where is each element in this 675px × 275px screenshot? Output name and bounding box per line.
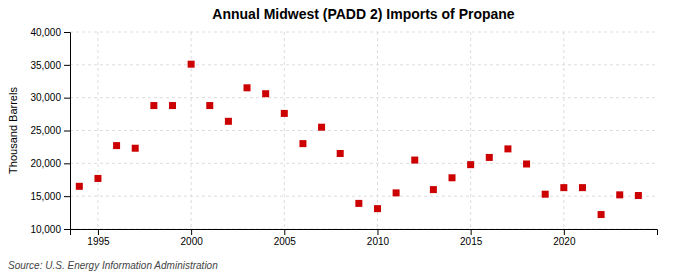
tick-label: 10,000 bbox=[30, 224, 61, 235]
point bbox=[635, 192, 642, 199]
title: Annual Midwest (PADD 2) Imports of Propa… bbox=[212, 6, 515, 22]
point bbox=[486, 154, 493, 161]
grid-line bbox=[563, 32, 564, 229]
grid-line bbox=[284, 32, 285, 229]
tick-mark bbox=[191, 229, 192, 235]
tick-label: 35,000 bbox=[30, 60, 61, 71]
grid-line bbox=[377, 32, 378, 229]
grid-line bbox=[70, 130, 657, 131]
source-note: Source: U.S. Energy Information Administ… bbox=[8, 260, 218, 271]
tick-label: 2015 bbox=[460, 236, 483, 247]
tick-label: 40,000 bbox=[30, 27, 61, 38]
grid-line bbox=[470, 32, 471, 229]
grid-line bbox=[70, 163, 657, 164]
point bbox=[449, 174, 456, 181]
point bbox=[467, 161, 474, 168]
tick-mark bbox=[64, 131, 70, 132]
tick-mark bbox=[564, 229, 565, 235]
points bbox=[76, 61, 642, 218]
point bbox=[113, 142, 120, 149]
point bbox=[225, 118, 232, 125]
tick: 2015 bbox=[460, 229, 483, 247]
grid-line bbox=[70, 64, 657, 65]
chart: 1995 2000 2005 2010 2015 2020 10,000 15,000 20,0… bbox=[0, 0, 675, 275]
point bbox=[206, 102, 213, 109]
tick-mark bbox=[64, 163, 70, 164]
point bbox=[560, 184, 567, 191]
point bbox=[579, 184, 586, 191]
point bbox=[281, 110, 288, 117]
tick: 1995 bbox=[87, 229, 110, 247]
point bbox=[542, 191, 549, 198]
tick-mark bbox=[64, 32, 70, 33]
point bbox=[94, 175, 101, 182]
point bbox=[374, 205, 381, 212]
tick: 2010 bbox=[367, 229, 390, 247]
tick: 2020 bbox=[553, 229, 576, 247]
tick-label: 25,000 bbox=[30, 125, 61, 136]
axis-line bbox=[71, 230, 658, 236]
tick-label: 1995 bbox=[87, 236, 110, 247]
tick-label: 30,000 bbox=[30, 92, 61, 103]
point bbox=[169, 102, 176, 109]
y-axis: 10,000 15,000 20,000 25,000 30,000 35,000 40,0… bbox=[30, 27, 70, 235]
tick-mark bbox=[98, 229, 99, 235]
tick: 2005 bbox=[274, 229, 297, 247]
point bbox=[355, 200, 362, 207]
point bbox=[523, 160, 530, 167]
tick: 2000 bbox=[181, 229, 204, 247]
point bbox=[598, 211, 605, 218]
tick-label: 2010 bbox=[367, 236, 390, 247]
tick-label: 2000 bbox=[181, 236, 204, 247]
tick-mark bbox=[64, 229, 70, 230]
grid-line bbox=[70, 97, 657, 98]
grid-line bbox=[70, 196, 657, 197]
plot-area: 1995 2000 2005 2010 2015 2020 10,000 15,000 20,0… bbox=[30, 27, 657, 247]
grid-line bbox=[97, 32, 98, 229]
point bbox=[299, 140, 306, 147]
tick-label: 2020 bbox=[553, 236, 576, 247]
tick: 25,000 bbox=[30, 125, 70, 136]
point bbox=[393, 189, 400, 196]
tick-mark bbox=[64, 65, 70, 66]
point bbox=[188, 61, 195, 68]
point bbox=[244, 84, 251, 91]
tick: 40,000 bbox=[30, 27, 70, 38]
point bbox=[132, 145, 139, 152]
point bbox=[150, 102, 157, 109]
point bbox=[430, 186, 437, 193]
tick-label: 15,000 bbox=[30, 191, 61, 202]
tick: 35,000 bbox=[30, 60, 70, 71]
point bbox=[504, 145, 511, 152]
point bbox=[262, 90, 269, 97]
tick-label: 20,000 bbox=[30, 158, 61, 169]
point bbox=[411, 157, 418, 164]
tick: 20,000 bbox=[30, 158, 70, 169]
tick-mark bbox=[377, 229, 378, 235]
tick: 10,000 bbox=[30, 224, 70, 235]
axis-line bbox=[64, 33, 71, 230]
tick-mark bbox=[284, 229, 285, 235]
point bbox=[76, 183, 83, 190]
point bbox=[616, 191, 623, 198]
tick-label: 2005 bbox=[274, 236, 297, 247]
tick-mark bbox=[471, 229, 472, 235]
tick-mark bbox=[64, 98, 70, 99]
point bbox=[337, 150, 344, 157]
grid bbox=[70, 32, 657, 229]
tick-mark bbox=[64, 196, 70, 197]
tick: 15,000 bbox=[30, 191, 70, 202]
y-axis-title: Thousand Barrels bbox=[7, 87, 19, 174]
tick: 30,000 bbox=[30, 92, 70, 103]
x-axis: 1995 2000 2005 2010 2015 2020 bbox=[71, 229, 658, 247]
point bbox=[318, 124, 325, 131]
grid-line bbox=[70, 32, 657, 33]
